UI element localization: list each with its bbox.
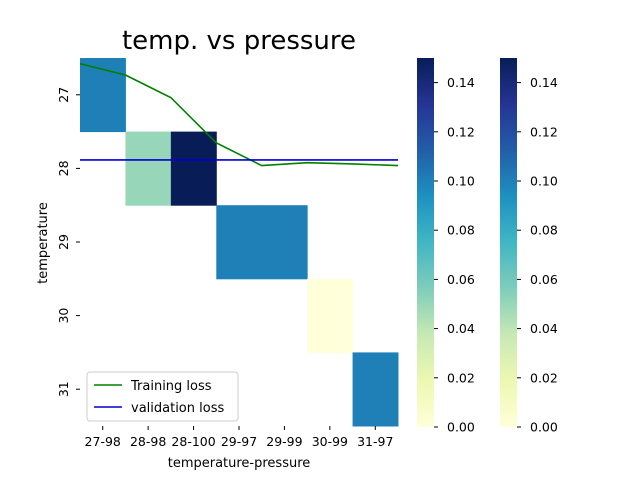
x-tick-label: 27-98 [85, 434, 121, 449]
x-tick-label: 28-100 [171, 434, 215, 449]
colorbar-tick-label: 0.12 [447, 124, 475, 139]
colorbar-tick-label: 0.04 [447, 321, 475, 336]
y-axis-label: temperature [36, 202, 51, 284]
colorbar-tick-label: 0.08 [530, 223, 558, 238]
y-tick-label: 29 [56, 234, 71, 250]
legend-label-training: Training loss [130, 379, 212, 394]
y-tick-label: 30 [56, 308, 71, 324]
x-tick-label: 28-98 [130, 434, 166, 449]
chart-title: temp. vs pressure [122, 26, 356, 56]
x-tick-label: 30-99 [312, 434, 348, 449]
heatmap-cell-28-28-100 [170, 131, 217, 206]
colorbar-tick-label: 0.10 [447, 174, 475, 189]
heatmap-cell-29-29-97 [216, 205, 263, 280]
colorbar-tick-label: 0.10 [530, 174, 558, 189]
y-tick-label: 27 [56, 87, 71, 103]
y-tick-label: 28 [56, 160, 71, 176]
colorbar-tick-label: 0.02 [530, 370, 558, 385]
colorbar-tick-label: 0.04 [530, 321, 558, 336]
colorbar-tick-label: 0.00 [530, 420, 558, 435]
line-training-loss [79, 62, 399, 167]
legend-label-validation: validation loss [131, 401, 224, 416]
y-tick-label: 31 [56, 381, 71, 397]
heatmap-cell-28-28-98 [125, 131, 172, 206]
colorbar-tick-label: 0.06 [530, 272, 558, 287]
heatmap-cells [80, 58, 399, 427]
y-axis: 27 28 29 30 31 [56, 87, 80, 397]
colorbar-tick-label: 0.08 [447, 223, 475, 238]
heatmap-cell-29-29-99 [261, 205, 308, 280]
x-axis: 27-98 28-98 28-100 29-97 29-99 30-99 31-97 [85, 426, 393, 449]
x-tick-label: 29-99 [266, 434, 302, 449]
colorbar-2 [500, 58, 517, 427]
x-tick-label: 31-97 [357, 434, 393, 449]
colorbar-tick-label: 0.14 [530, 75, 558, 90]
colorbar-1 [417, 58, 434, 427]
heatmap-cell-31-31-97 [352, 352, 399, 427]
colorbar-tick-label: 0.02 [447, 370, 475, 385]
colorbar-tick-label: 0.12 [530, 124, 558, 139]
legend: Training loss validation loss [86, 371, 239, 422]
colorbar-tick-label: 0.00 [447, 420, 475, 435]
colorbars: 0.00 0.02 0.04 0.06 0.08 0.10 0.12 0.14 0.00 0.02… [417, 58, 558, 435]
heatmap-cell-27-27-98 [80, 58, 126, 133]
heatmap-cell-30-30-99 [307, 278, 354, 353]
loss-lines [79, 62, 399, 167]
legend-box [86, 371, 239, 422]
x-axis-label: temperature-pressure [168, 456, 311, 471]
colorbar-tick-label: 0.14 [447, 75, 475, 90]
x-tick-label: 29-97 [221, 434, 257, 449]
colorbar-tick-label: 0.06 [447, 272, 475, 287]
